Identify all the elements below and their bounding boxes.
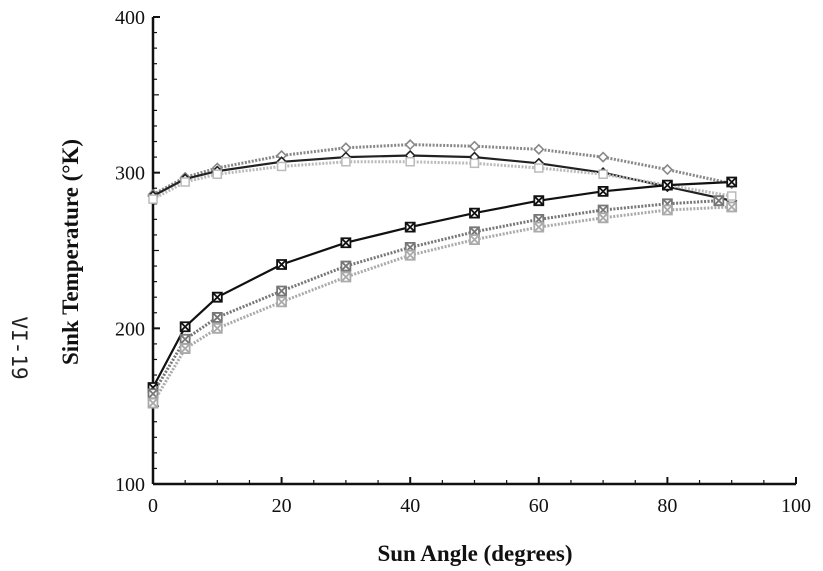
data-point (405, 157, 415, 167)
data-point (147, 388, 159, 400)
data-point (340, 142, 352, 154)
axes: 100 200 300 400 0 20 40 60 80 100 (115, 7, 811, 517)
data-point (404, 221, 416, 233)
data-point (211, 322, 223, 334)
series-1 (147, 139, 738, 201)
data-point (148, 194, 158, 204)
data-point (726, 201, 738, 213)
data-point (276, 161, 287, 172)
data-point (404, 249, 416, 261)
data-point (469, 158, 480, 169)
axis-labels: Sun Angle (degrees) Sink Temperature (°K… (58, 139, 573, 566)
series-3 (148, 157, 737, 204)
page-number-label: VI-19 (7, 316, 31, 379)
data-point (726, 191, 737, 201)
data-point (662, 179, 673, 191)
data-point (534, 163, 544, 173)
data-point (212, 169, 223, 179)
series-6 (147, 201, 738, 409)
data-point (469, 234, 480, 246)
x-tick-label: 0 (148, 495, 158, 517)
x-tick-label: 40 (400, 495, 420, 517)
data-point (468, 140, 481, 152)
data-point (341, 157, 351, 167)
x-axis-title: Sun Angle (degrees) (377, 541, 572, 566)
data-point (469, 207, 480, 219)
y-tick-label: 200 (115, 318, 145, 340)
y-tick-label: 100 (115, 474, 145, 496)
x-tick-label: 20 (272, 495, 292, 517)
data-point (597, 185, 609, 197)
series-2 (147, 149, 738, 207)
y-tick-label: 400 (115, 7, 145, 29)
data-point (180, 177, 190, 187)
data-point (211, 291, 223, 303)
data-point (713, 195, 725, 207)
series-layer (147, 139, 738, 409)
series-line (151, 199, 719, 395)
data-point (340, 271, 352, 283)
x-tick-label: 60 (529, 495, 549, 517)
y-axis-title: Sink Temperature (°K) (58, 139, 83, 365)
data-point (533, 195, 545, 207)
data-point (404, 139, 416, 151)
data-point (598, 169, 608, 179)
data-point (147, 397, 159, 409)
data-point (533, 143, 545, 155)
series-5 (147, 195, 725, 400)
y-tick-label: 300 (115, 163, 145, 185)
y-axis-title-group: Sink Temperature (°K) (58, 139, 83, 365)
data-point (179, 343, 191, 354)
x-tick-label: 80 (657, 495, 677, 517)
data-point (662, 204, 673, 216)
series-4 (147, 176, 738, 393)
data-point (533, 221, 545, 233)
series-line (152, 143, 733, 196)
data-point (276, 296, 287, 308)
data-point (597, 151, 609, 163)
data-point (179, 321, 191, 333)
data-point (726, 176, 738, 188)
data-point (211, 312, 223, 323)
data-point (179, 333, 191, 345)
page-number: VI-19 (7, 316, 31, 379)
series-line (151, 205, 732, 404)
data-point (661, 163, 674, 176)
data-point (276, 259, 287, 270)
data-point (276, 285, 287, 297)
data-point (597, 212, 609, 224)
x-tick-label: 100 (781, 495, 811, 517)
data-point (340, 260, 352, 272)
data-point (340, 237, 352, 249)
